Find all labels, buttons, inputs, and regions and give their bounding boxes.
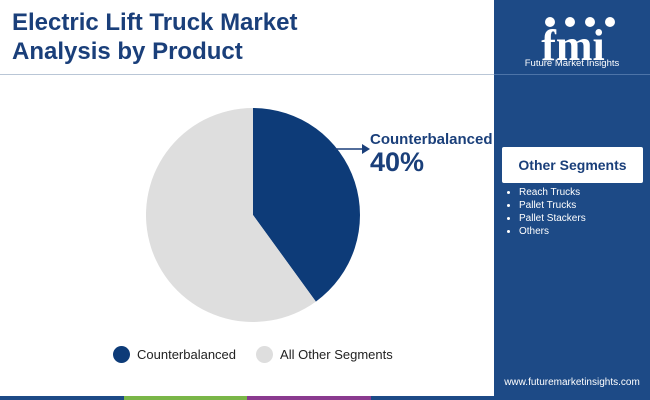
legend-item-other-segments: All Other Segments [256,346,393,363]
pie-slice-all-other-segments [145,108,316,322]
callout-value: 40% [370,147,425,177]
pie-slice-counterbalanced [253,108,360,302]
chart-legend: Counterbalanced All Other Segments [113,346,413,363]
list-item: Pallet Trucks [519,199,586,212]
callout-arrow-icon [334,144,370,154]
pie-chart-svg [145,108,360,322]
legend-item-counterbalanced: Counterbalanced [113,346,236,363]
website-url: www.futuremarketinsights.com [504,377,640,388]
bottom-bar-segment [0,396,124,400]
other-segments-header: Other Segments [502,147,643,183]
list-item: Reach Trucks [519,186,586,199]
fmi-logo-icon: fmi [541,17,615,70]
sidebar: fmi Future Market Insights Other Segment… [494,0,650,400]
bottom-bar-segment [247,396,371,400]
other-segments-list: Reach Trucks Pallet Trucks Pallet Stacke… [502,186,586,238]
sidebar-divider [494,74,650,75]
bottom-bar-segment [370,396,494,400]
chart-title-line2: Analysis by Product [12,38,243,65]
legend-swatch-counterbalanced [113,346,130,363]
brand-name: Future Market Insights [524,58,620,69]
legend-swatch-other-segments [256,346,274,363]
callout-label: Counterbalanced [370,131,493,148]
bottom-bar-segment [123,396,247,400]
chart-title-line1: Electric Lift Truck Market [12,9,298,36]
legend-label-other-segments: All Other Segments [280,347,393,362]
list-item: Pallet Stackers [519,212,586,225]
bottom-color-bar [0,396,494,400]
legend-label-counterbalanced: Counterbalanced [137,347,237,362]
other-segments-title: Other Segments [518,157,627,173]
svg-text:fmi: fmi [541,21,605,70]
title-divider [0,74,494,75]
pie-chart [145,107,361,323]
list-item: Others [519,225,586,238]
chart-title: Electric Lift Truck Market Analysis by P… [12,8,482,66]
